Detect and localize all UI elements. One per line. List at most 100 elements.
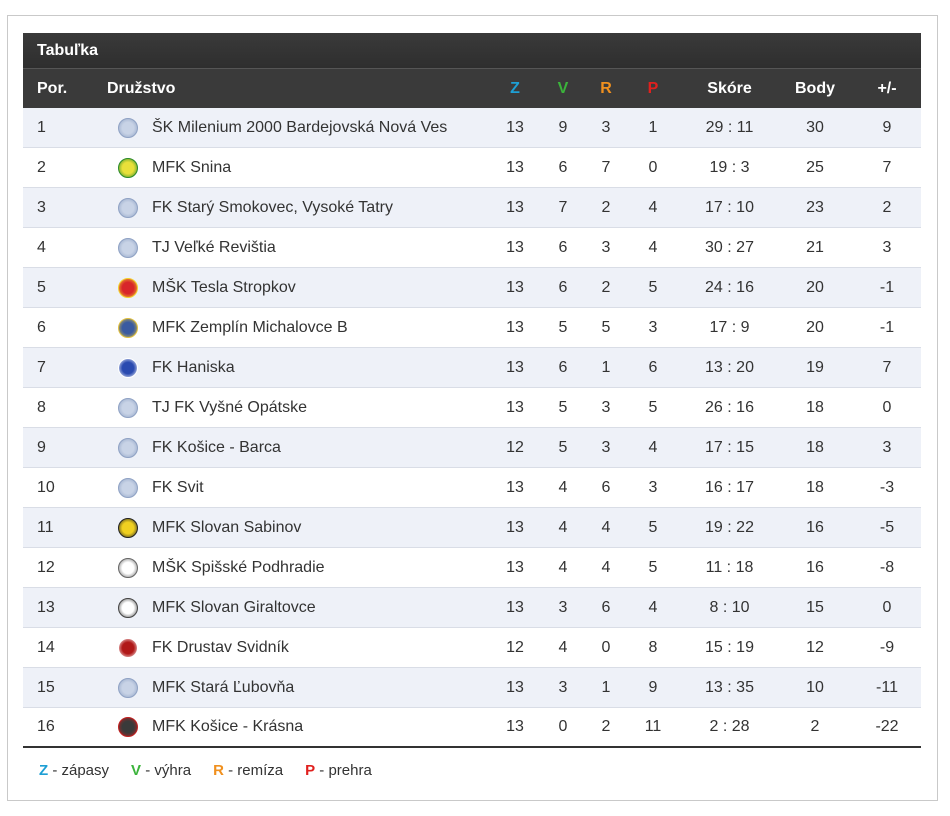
row-team: MŠK Spišské Podhradie [152, 558, 325, 576]
row-diff: -1 [879, 318, 895, 336]
table-row: 13 MFK Slovan Giraltovce 13 3 6 4 8 : 10 15 0 [23, 588, 921, 628]
row-r: 3 [601, 398, 611, 416]
table-row: 4 TJ Veľké Revištia 13 6 3 4 30 : 27 21 3 [23, 228, 921, 268]
row-z: 13 [506, 118, 524, 136]
row-v: 6 [558, 278, 568, 296]
row-pos: 6 [37, 318, 46, 336]
row-v: 5 [558, 398, 568, 416]
row-p: 6 [648, 358, 658, 376]
row-pos: 11 [37, 518, 54, 536]
row-team: MŠK Tesla Stropkov [152, 278, 296, 296]
row-score: 13 : 35 [705, 678, 754, 696]
row-v: 6 [558, 358, 568, 376]
header-z: Z [510, 79, 520, 97]
svidnik-crest-icon [113, 628, 143, 667]
row-points: 18 [806, 478, 824, 496]
row-team: TJ FK Vyšné Opátske [152, 398, 308, 416]
row-score: 13 : 20 [705, 358, 754, 376]
row-p: 3 [648, 318, 658, 336]
row-pos: 12 [37, 558, 55, 576]
row-p: 0 [648, 158, 658, 176]
row-score: 24 : 16 [705, 278, 754, 296]
row-pos: 16 [37, 718, 55, 735]
row-r: 4 [601, 518, 611, 536]
default-ball-icon [113, 428, 143, 467]
row-points: 2 [810, 718, 820, 735]
row-diff: 3 [882, 438, 892, 456]
row-points: 18 [806, 398, 824, 416]
row-r: 3 [601, 438, 611, 456]
default-ball-icon [113, 228, 143, 267]
row-team: MFK Stará Ľubovňa [152, 678, 295, 696]
row-pos: 4 [37, 238, 46, 256]
table-row: 2 MFK Snina 13 6 7 0 19 : 3 25 7 [23, 148, 921, 188]
row-points: 20 [806, 318, 824, 336]
default-ball-icon [113, 668, 143, 707]
row-p: 5 [648, 558, 658, 576]
row-r: 2 [601, 718, 611, 735]
row-team: FK Drustav Svidník [152, 638, 289, 656]
row-diff: -8 [879, 558, 895, 576]
table-row: 16 MFK Košice - Krásna 13 0 2 11 2 : 28 2 -22 [23, 708, 921, 748]
row-diff: 7 [882, 158, 892, 176]
header-p: P [647, 79, 659, 97]
table-row: 12 MŠK Spišské Podhradie 13 4 4 5 11 : 18 16 -8 [23, 548, 921, 588]
row-pos: 7 [37, 358, 46, 376]
row-score: 30 : 27 [705, 238, 754, 256]
row-v: 5 [558, 438, 568, 456]
row-diff: 0 [882, 598, 892, 616]
michalovce-crest-icon [113, 308, 143, 347]
row-points: 15 [806, 598, 824, 616]
row-p: 4 [648, 598, 658, 616]
row-p: 4 [648, 198, 658, 216]
default-ball-icon [113, 388, 143, 427]
row-r: 7 [601, 158, 611, 176]
krasna-crest-icon [113, 708, 143, 746]
header-diff: +/- [877, 79, 897, 97]
row-z: 13 [506, 318, 524, 336]
row-v: 3 [558, 598, 568, 616]
row-team: TJ Veľké Revištia [152, 238, 276, 256]
row-pos: 15 [37, 678, 55, 696]
table-row: 10 FK Svit 13 4 6 3 16 : 17 18 -3 [23, 468, 921, 508]
row-diff: -3 [879, 478, 895, 496]
row-points: 12 [806, 638, 824, 656]
stropkov-crest-icon [113, 268, 143, 307]
legend-text: - zápasy [48, 762, 110, 779]
row-diff: -22 [875, 718, 899, 735]
row-points: 20 [806, 278, 824, 296]
legend-key: P [305, 762, 316, 779]
row-z: 12 [506, 438, 524, 456]
row-diff: -11 [876, 678, 898, 696]
sabinov-crest-icon [113, 508, 143, 547]
table-body: 1 ŠK Milenium 2000 Bardejovská Nová Ves 13… [23, 108, 921, 748]
legend-item: Z - zápasy [39, 762, 109, 779]
legend-item: V - výhra [131, 762, 191, 779]
haniska-crest-icon [113, 348, 143, 387]
row-p: 9 [648, 678, 658, 696]
row-z: 13 [506, 558, 524, 576]
row-z: 13 [506, 358, 524, 376]
row-team: FK Haniska [152, 358, 235, 376]
row-pos: 8 [37, 398, 46, 416]
row-score: 17 : 15 [705, 438, 754, 456]
row-r: 1 [601, 358, 611, 376]
row-points: 21 [806, 238, 824, 256]
row-r: 2 [601, 278, 611, 296]
row-points: 19 [806, 358, 824, 376]
panel-title: Tabuľka [23, 33, 921, 68]
row-r: 6 [601, 478, 611, 496]
row-pos: 1 [37, 118, 46, 136]
row-score: 19 : 3 [709, 158, 750, 176]
row-diff: 3 [882, 238, 892, 256]
header-pos: Por. [37, 79, 68, 97]
legend-text: - remíza [223, 762, 284, 779]
row-pos: 10 [37, 478, 55, 496]
row-p: 1 [648, 118, 658, 136]
table-row: 5 MŠK Tesla Stropkov 13 6 2 5 24 : 16 20 -1 [23, 268, 921, 308]
table-row: 9 FK Košice - Barca 12 5 3 4 17 : 15 18 3 [23, 428, 921, 468]
row-v: 0 [558, 718, 568, 735]
row-p: 11 [644, 718, 662, 735]
row-score: 2 : 28 [709, 718, 750, 735]
row-r: 0 [601, 638, 611, 656]
